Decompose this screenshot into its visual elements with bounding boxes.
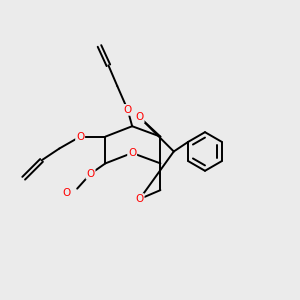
Text: O: O	[128, 148, 136, 158]
Text: O: O	[63, 188, 71, 198]
Text: O: O	[86, 169, 95, 179]
Text: O: O	[136, 112, 144, 122]
Text: O: O	[124, 105, 132, 115]
Text: O: O	[76, 132, 84, 142]
Text: O: O	[136, 194, 144, 204]
